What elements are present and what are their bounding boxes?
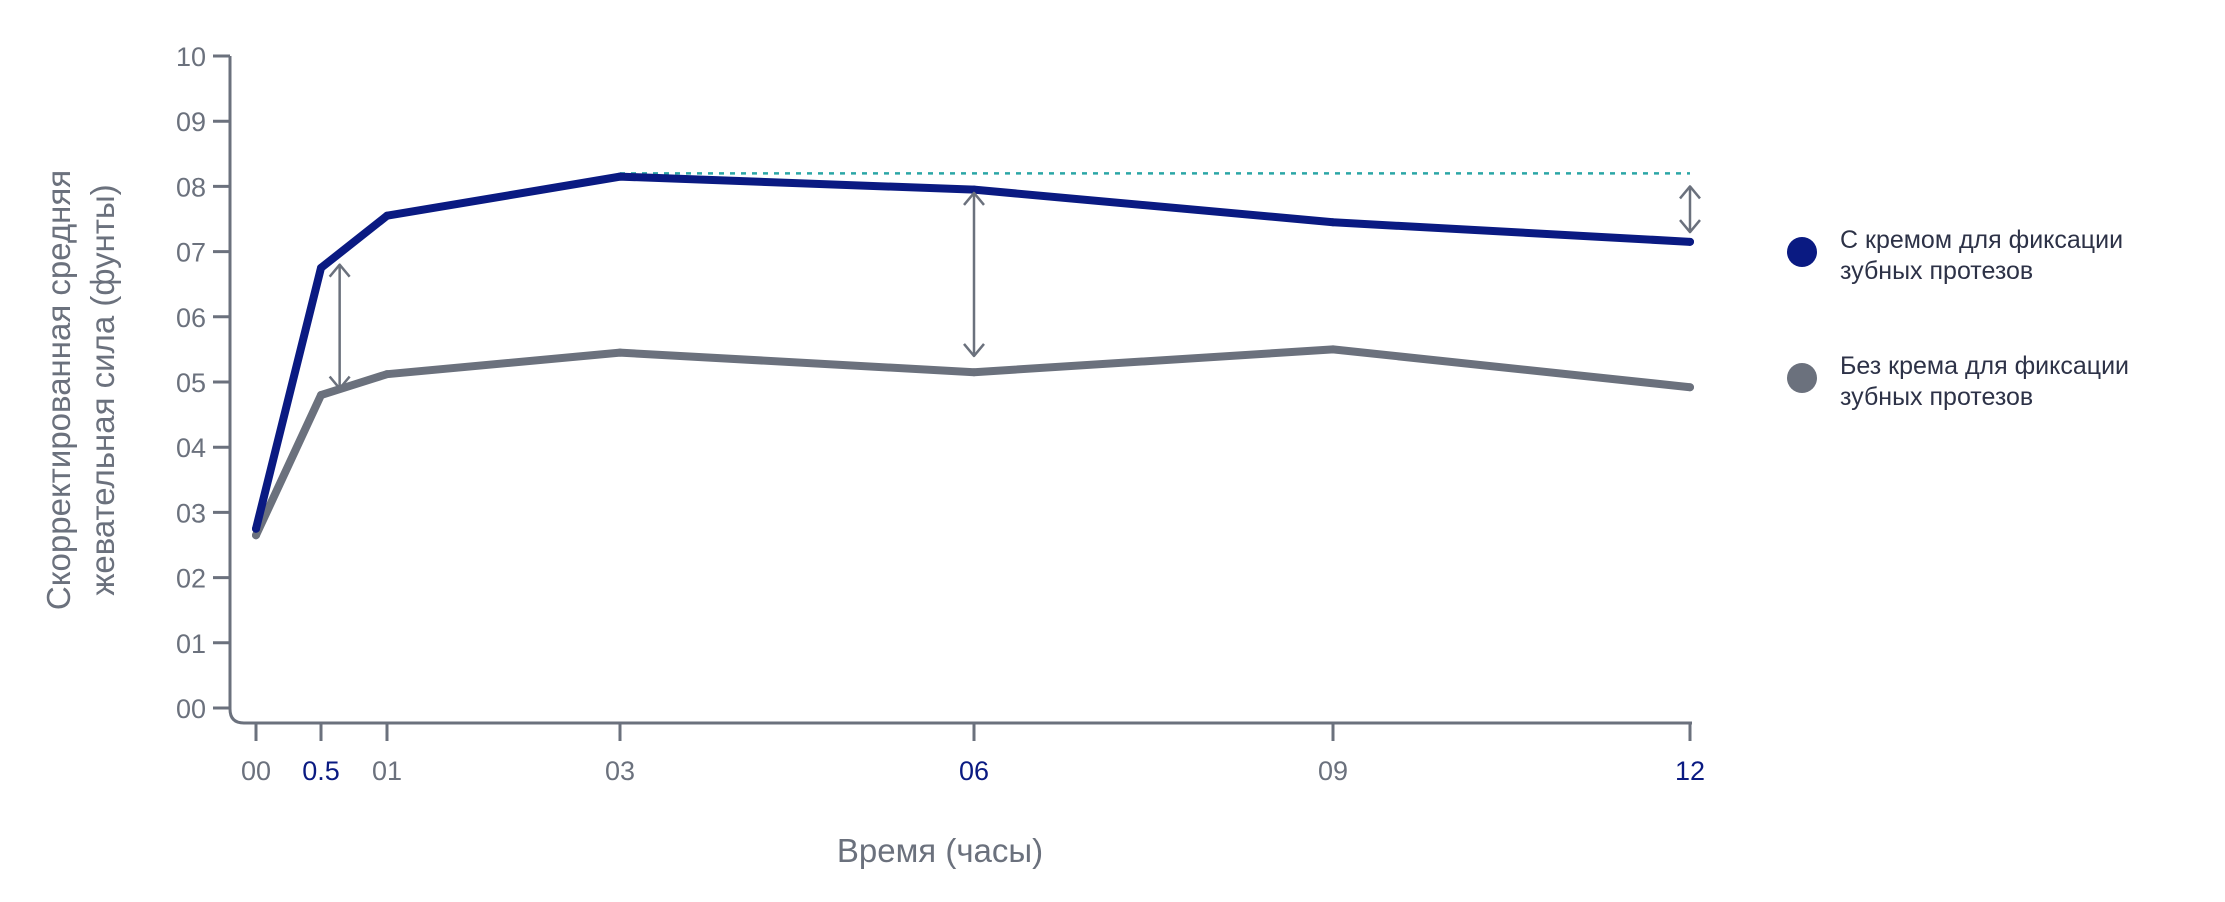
x-tick-label: 00: [241, 756, 271, 786]
arrow-head-up: [328, 263, 351, 278]
axes-line: [228, 56, 1692, 725]
y-tick-label: 01: [176, 629, 206, 659]
y-tick-label: 04: [176, 433, 206, 463]
data-point: [1686, 237, 1694, 246]
data-point: [383, 211, 391, 220]
x-tick-label: 06: [959, 756, 989, 786]
y-axis-title: Скорректированная средняя жевательная сил…: [40, 170, 121, 610]
difference-arrow: [1679, 185, 1701, 234]
y-tick-label: 10: [176, 42, 206, 72]
legend-item-2: Без крема для фиксации зубных протезов: [1787, 352, 2129, 411]
legend-item-1: С кремом для фиксации зубных протезов: [1787, 226, 2123, 285]
x-tick-label: 0.5: [302, 756, 340, 786]
data-point: [616, 172, 624, 181]
axes-layer: [213, 54, 1692, 741]
y-tick-label: 08: [176, 172, 206, 202]
difference-arrow: [963, 191, 985, 358]
data-point: [970, 368, 978, 377]
y-tick-label: 09: [176, 107, 206, 137]
arrow-head-down: [1679, 219, 1701, 234]
y-tick-label: 02: [176, 564, 206, 594]
series-layer: [252, 172, 1694, 540]
data-point: [1329, 345, 1337, 354]
arrow-head-down: [328, 375, 351, 390]
x-tick-label: 03: [605, 756, 635, 786]
series-line-2: [252, 345, 1694, 540]
y-tick-label: 07: [176, 238, 206, 268]
arrow-head-up: [1679, 185, 1701, 200]
data-point: [317, 391, 325, 400]
y-tick-label: 03: [176, 498, 206, 528]
legend-label: зубных протезов: [1840, 383, 2033, 411]
legend-label: С кремом для фиксации: [1840, 226, 2123, 254]
y-axis-title-line: Скорректированная средняя: [40, 170, 77, 610]
y-tick-label: 00: [176, 694, 206, 724]
arrow-head-down: [963, 343, 985, 358]
data-point: [252, 524, 260, 533]
difference-arrow: [328, 263, 351, 390]
data-point: [252, 531, 260, 540]
y-axis-title-line: жевательная сила (фунты): [84, 184, 121, 595]
x-tick-label: 09: [1318, 756, 1348, 786]
legend-label: Без крема для фиксации: [1840, 352, 2129, 380]
data-point: [616, 348, 624, 357]
data-point: [970, 185, 978, 194]
arrow-head-up: [963, 191, 985, 206]
y-tick-label: 05: [176, 368, 206, 398]
y-tick-label: 06: [176, 303, 206, 333]
difference-arrows-layer: [328, 185, 1701, 390]
legend-label: зубных протезов: [1840, 257, 2033, 285]
data-point: [383, 370, 391, 379]
data-point: [1686, 383, 1694, 392]
labels-layer: 00 01 02 03 04 05 06 07 08 09 10 00 0.5 01 03 06 09 12 Вре…: [40, 42, 1705, 869]
x-axis-title: Время (часы): [837, 832, 1043, 869]
legend-marker: [1787, 237, 1817, 267]
data-point: [317, 263, 325, 272]
x-tick-label: 01: [372, 756, 402, 786]
x-tick-label: 12: [1675, 756, 1705, 786]
data-point: [1329, 218, 1337, 227]
legend-marker: [1787, 363, 1817, 393]
